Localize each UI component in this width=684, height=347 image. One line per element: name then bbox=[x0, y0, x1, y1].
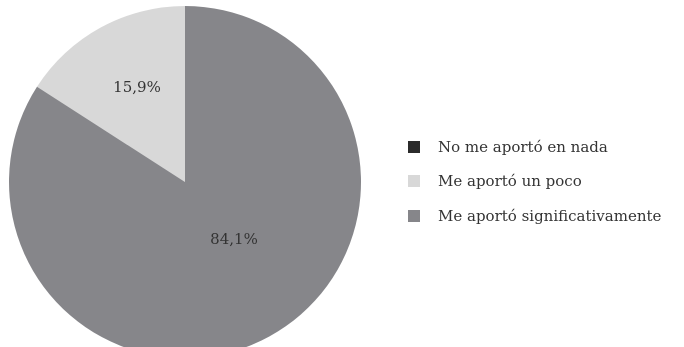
legend-label: Me aportó un poco bbox=[438, 172, 582, 190]
pie-slice-1 bbox=[36, 6, 185, 182]
legend-swatch bbox=[408, 175, 420, 187]
legend-label: Me aportó significativamente bbox=[438, 206, 662, 225]
legend-item-aporto-significativamente: Me aportó significativamente bbox=[408, 205, 661, 226]
legend-item-no-me-aporto: No me aportó en nada bbox=[408, 136, 661, 157]
legend-item-aporto-un-poco: Me aportó un poco bbox=[408, 171, 661, 192]
slice-value-label: 15,9% bbox=[113, 78, 161, 96]
pie-slice-2 bbox=[9, 6, 361, 347]
slice-value-label: 84,1% bbox=[210, 230, 258, 248]
legend: No me aportó en nada Me aportó un poco M… bbox=[408, 136, 661, 240]
legend-label: No me aportó en nada bbox=[438, 137, 608, 156]
legend-swatch bbox=[408, 209, 420, 222]
legend-swatch bbox=[408, 140, 420, 153]
